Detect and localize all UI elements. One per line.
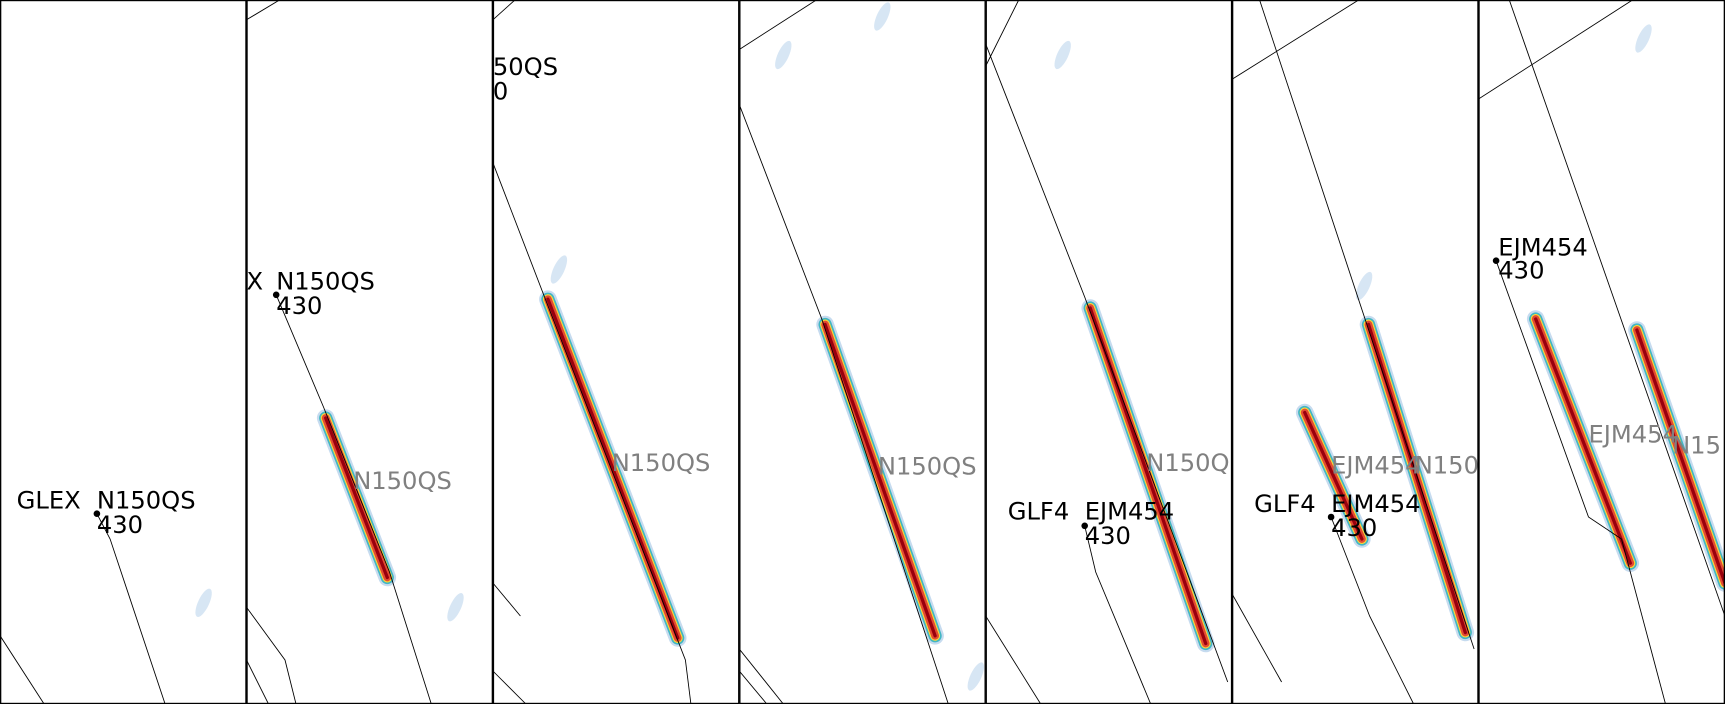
contrail-density <box>324 416 389 580</box>
panel-frame <box>0 0 247 704</box>
aircraft-label: 50QS <box>493 53 558 81</box>
flight-track <box>96 513 166 704</box>
faint-density <box>447 593 464 622</box>
aircraft-label: EJM454 <box>1498 234 1587 262</box>
aircraft-position <box>1327 513 1335 521</box>
aircraft-label: 430 <box>97 511 143 539</box>
faint-density <box>775 40 792 70</box>
aircraft-position <box>1081 522 1088 530</box>
flight-track <box>246 0 280 21</box>
aircraft-label: GLF4 <box>1008 498 1070 526</box>
contrail-density <box>546 297 680 640</box>
aircraft-label: X <box>247 268 264 296</box>
panel-frame <box>1231 0 1479 704</box>
flight-track <box>1478 0 1633 100</box>
aircraft-label: GLEX <box>17 487 81 515</box>
flight-track <box>1495 260 1666 704</box>
flight-track <box>275 294 432 704</box>
aircraft-label: EJM454 <box>1085 498 1174 526</box>
flight-track <box>1232 593 1282 683</box>
flight-track <box>1259 0 1475 650</box>
faint-density <box>1054 40 1071 70</box>
flight-track <box>1084 525 1152 704</box>
contrail-density <box>1303 410 1364 541</box>
aircraft-label: 430 <box>1085 522 1131 550</box>
flight-track <box>1508 0 1725 617</box>
aircraft-label: B738 <box>913 700 976 704</box>
flight-track <box>1330 516 1414 704</box>
aircraft-label: GLF4 <box>1254 490 1316 518</box>
contrail-label: EJM454 <box>1331 451 1420 479</box>
flight-track <box>985 43 1229 683</box>
panel-frame <box>492 0 740 704</box>
flight-track <box>492 670 527 704</box>
aircraft-position <box>93 510 101 517</box>
panel-frame <box>739 0 986 704</box>
faint-density <box>967 662 984 691</box>
contrail-label: N150QS <box>878 452 977 480</box>
aircraft-label: N150QS <box>97 487 196 515</box>
flight-track <box>246 659 269 704</box>
faint-density <box>874 2 891 31</box>
contrail-label: N150QS <box>612 449 711 477</box>
flight-track <box>985 0 1020 67</box>
contrail-label: EJM454 <box>1589 421 1678 449</box>
faint-density <box>1355 271 1373 301</box>
panel-frame <box>1478 0 1725 704</box>
contrail-label: N150QS <box>353 467 452 495</box>
aircraft-label: N150QS <box>276 268 375 296</box>
aircraft-position <box>272 291 280 299</box>
panel-frame <box>246 0 494 704</box>
panel-frame <box>985 0 1233 704</box>
flight-track <box>739 104 949 704</box>
contrail-density <box>1635 328 1725 585</box>
aircraft-label: EJM454 <box>1331 490 1420 518</box>
contrail-label: N150Q <box>1146 449 1229 477</box>
aircraft-label: 430 <box>276 292 322 320</box>
flight-track <box>985 615 1042 704</box>
faint-density <box>195 588 212 617</box>
flight-track <box>739 648 784 704</box>
contrail-label: N150 <box>1415 451 1479 479</box>
flight-track <box>492 0 516 21</box>
contrail-density <box>1366 322 1467 635</box>
contrail-density <box>1534 317 1632 565</box>
aircraft-position <box>1492 257 1500 264</box>
aircraft-label: 0 <box>493 77 508 105</box>
flight-track <box>0 635 45 704</box>
flight-track <box>739 670 768 704</box>
flight-track <box>1232 0 1359 80</box>
aircraft-label: 430 <box>1498 257 1544 285</box>
aircraft-label: 430 <box>1331 514 1377 542</box>
flight-track <box>739 0 817 50</box>
faint-density <box>1635 24 1652 53</box>
contrail-label: N15 <box>1672 432 1721 460</box>
flight-track <box>492 162 692 704</box>
flight-track <box>492 582 521 617</box>
contrail-density <box>823 322 937 638</box>
panel: N150QS B738 <box>739 0 984 704</box>
faint-density <box>550 255 568 284</box>
flight-track <box>246 606 297 704</box>
